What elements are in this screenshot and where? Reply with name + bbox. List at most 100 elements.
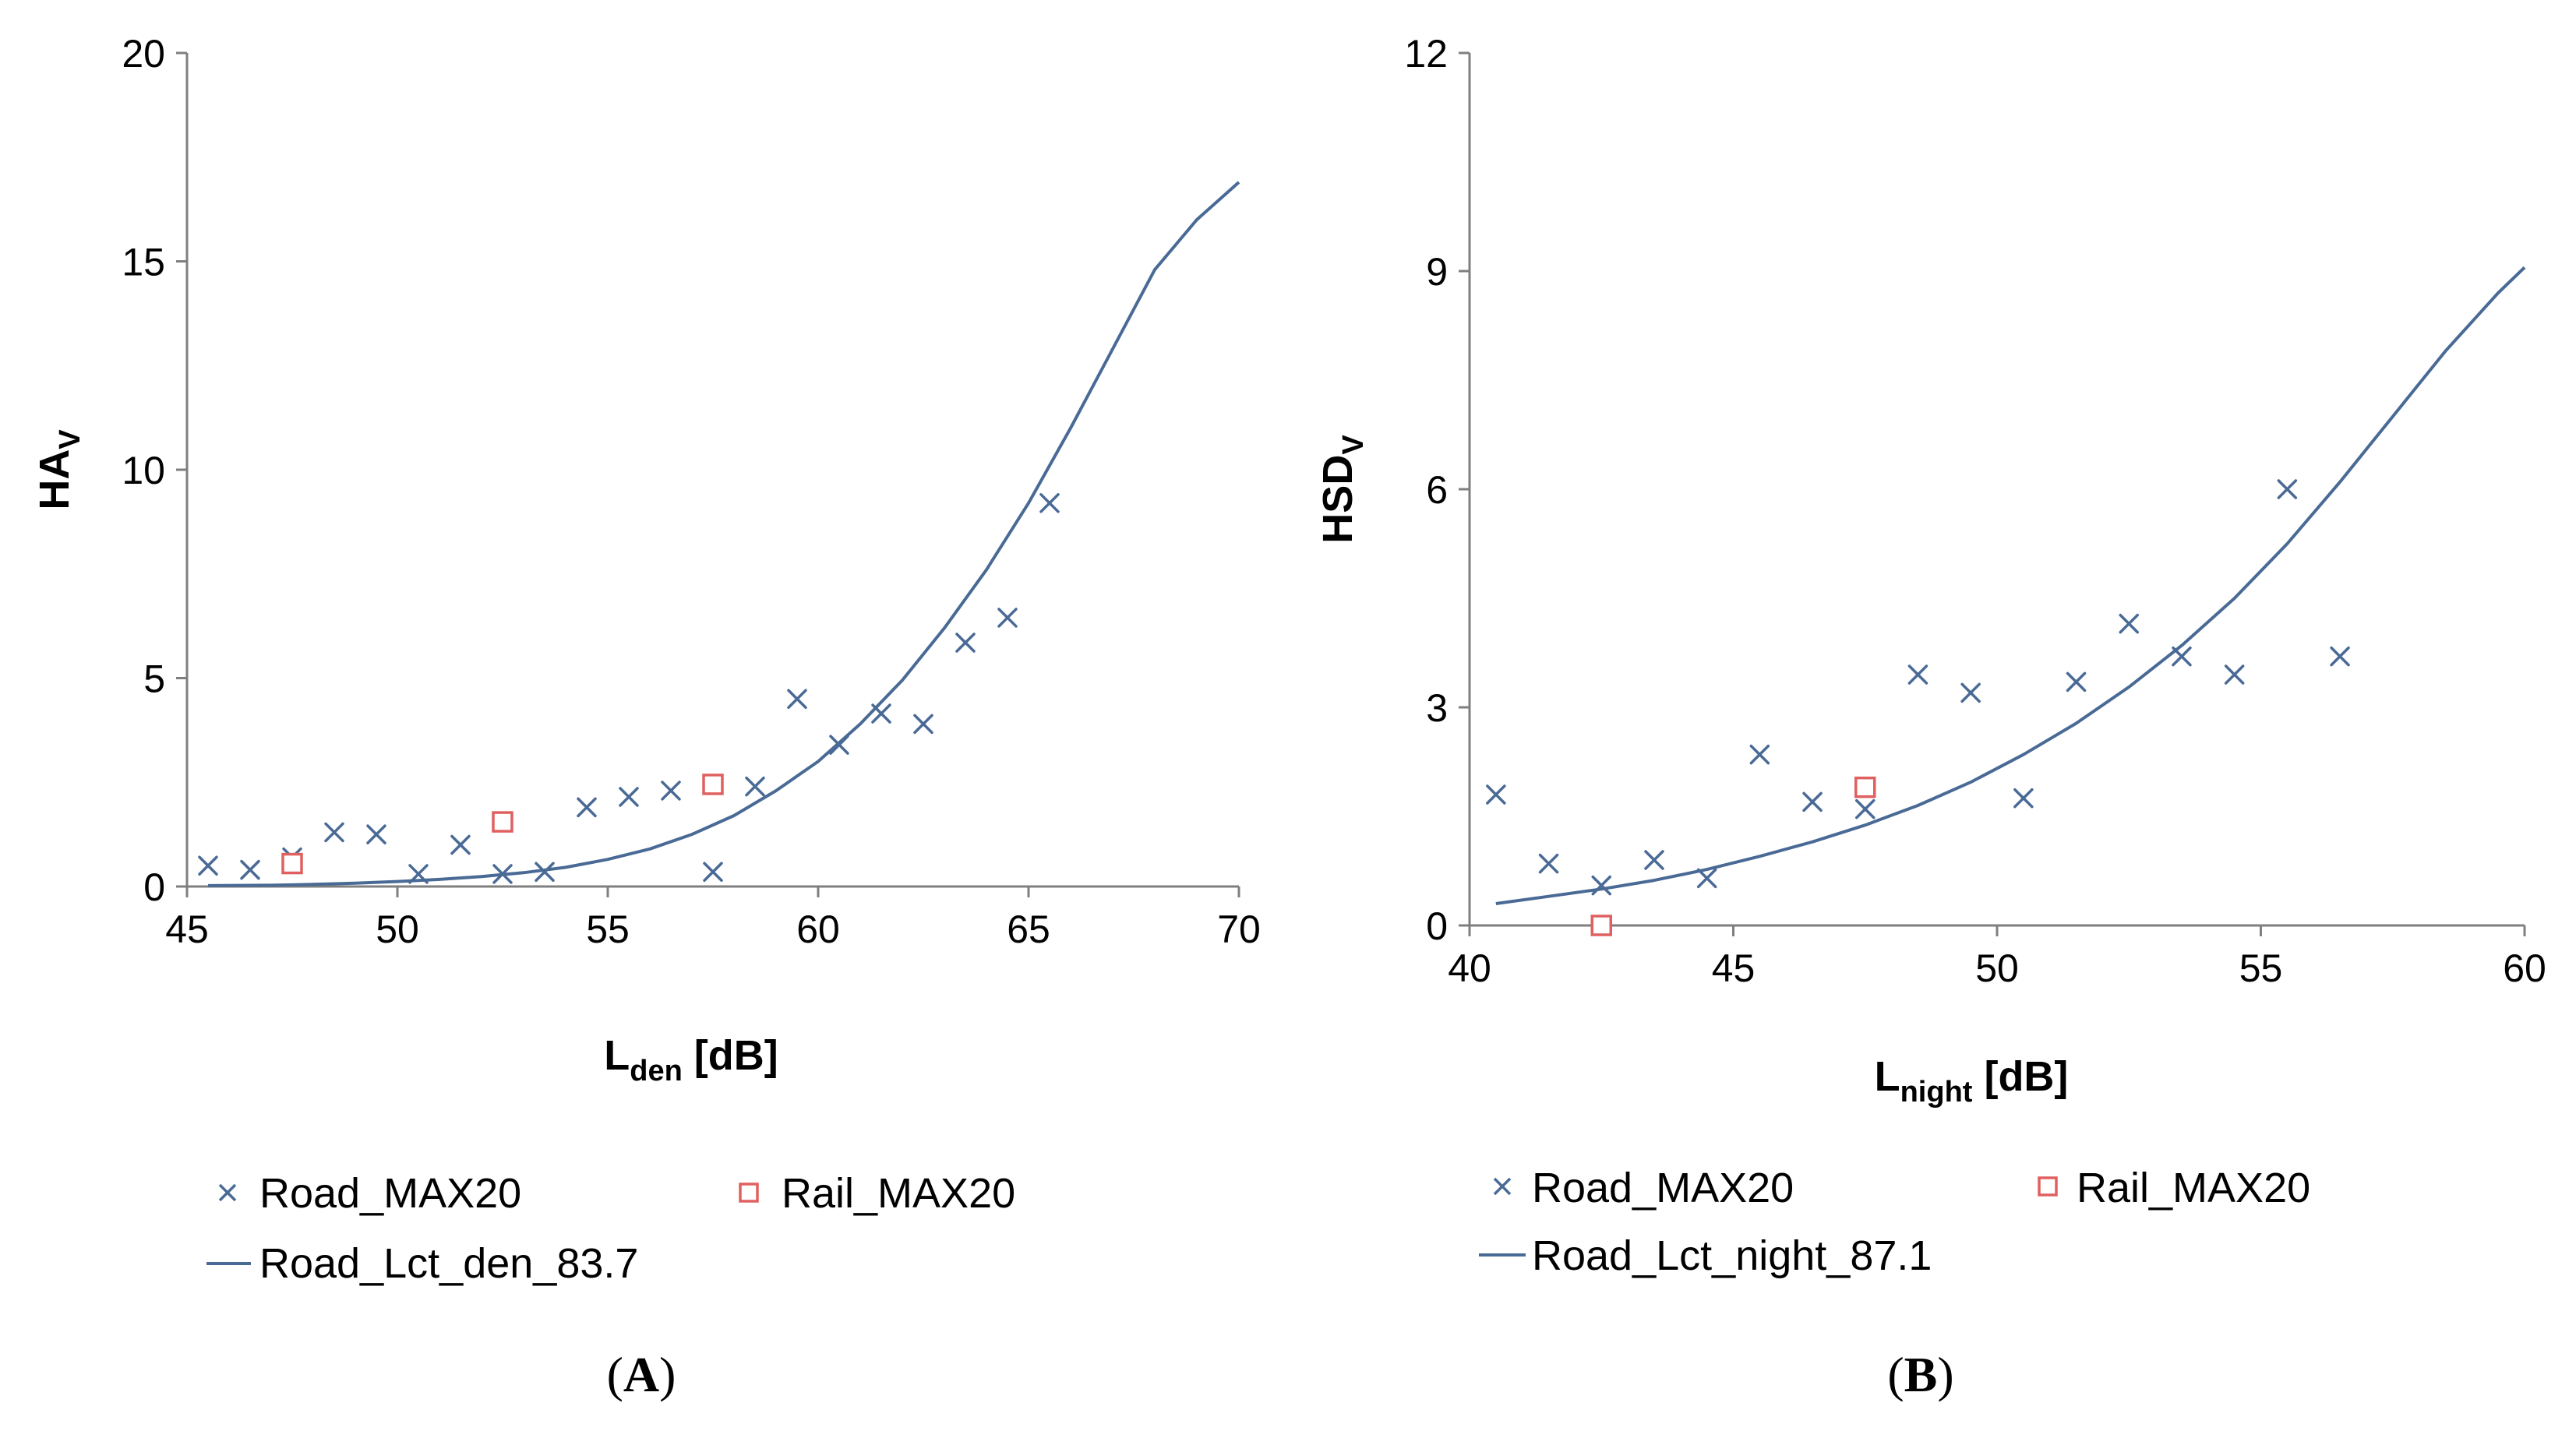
x-stroke [703, 862, 723, 883]
panel-a-road-point [787, 689, 807, 709]
x-stroke [408, 864, 429, 884]
panel-b-rail-point [1590, 915, 1612, 936]
x-stroke [2224, 664, 2245, 685]
panel-a-rail-point [281, 852, 303, 875]
panel-a-x-tick-label: 65 [1007, 908, 1050, 951]
x-stroke [619, 787, 639, 807]
panel-a-road-point [198, 855, 218, 876]
panel-b-legend-road-marker [1493, 1177, 1512, 1196]
x-stroke [2277, 479, 2298, 499]
panel-b-rail-point [1854, 776, 1876, 798]
panel-b-road-point [2224, 664, 2245, 685]
x-stroke [1538, 853, 1559, 874]
x-stroke [745, 776, 765, 797]
x-stroke [1749, 744, 1770, 765]
x-stroke [997, 608, 1018, 628]
panel-a-rail-point [702, 774, 724, 795]
x-stroke [366, 824, 386, 844]
x-stroke [324, 822, 344, 843]
panel-a-plot: 45 50 55 60 65 70 0 5 10 15 20 [122, 32, 1260, 951]
panel-a-rail-points [281, 774, 724, 875]
panel-b-road-points [1486, 479, 2350, 896]
panel-b-road-point [1960, 682, 1981, 703]
x-stroke [2172, 646, 2192, 667]
panel-a-road-point [535, 862, 555, 883]
panel-b-y-tick-label: 3 [1426, 686, 1448, 730]
panel-a-y-tick-label: 15 [122, 241, 165, 284]
panel-b-y-tick-label: 0 [1426, 904, 1448, 948]
x-stroke [955, 633, 976, 653]
panel-a-legend-rail-marker [739, 1183, 759, 1203]
panel-a-x-tick-label: 55 [586, 908, 630, 951]
panel-b: 40 45 50 55 60 0 3 6 9 12 Lnight [dB] HSDV Road_… [1314, 32, 2546, 1402]
panel-b-legend-rail-marker [2038, 1176, 2058, 1197]
panel-b-road-point [1855, 798, 1876, 819]
panel-a-curve-layer [207, 181, 1240, 887]
panel-b-y-tick-label: 12 [1404, 32, 1448, 76]
panel-b-road-point [1644, 850, 1664, 870]
panel-a-y-ticks: 0 5 10 15 20 [122, 32, 187, 909]
x-stroke [1907, 664, 1928, 685]
x-stroke [2119, 613, 2139, 634]
panel-b-road-point [1749, 744, 1770, 765]
panel-a-road-point [619, 787, 639, 807]
x-stroke [198, 855, 218, 876]
panel-a-y-tick-label: 10 [122, 449, 165, 492]
x-stroke [2330, 646, 2350, 667]
panel-a-y-tick-label: 20 [122, 32, 165, 76]
x-stroke [577, 797, 597, 818]
panel-b-road-point [2066, 671, 2087, 693]
panel-a-x-tick-label: 70 [1217, 908, 1261, 951]
panel-a-fit-curve [207, 181, 1240, 887]
panel-a-road-points [198, 493, 1060, 884]
x-stroke [1644, 850, 1664, 870]
x-stroke [913, 714, 933, 735]
panel-a-road-point [408, 864, 429, 884]
panel-b-road-point [1591, 875, 1611, 896]
panel-b-legend-rail-label: Rail_MAX20 [2077, 1165, 2310, 1211]
panel-b-road-point [2172, 646, 2192, 667]
panel-a-road-point [745, 776, 765, 797]
panel-b-legend-road-label: Road_MAX20 [1532, 1165, 1794, 1211]
x-stroke [450, 834, 471, 855]
panel-a-y-tick-label: 5 [143, 657, 165, 701]
x-stroke [1960, 682, 1981, 703]
panel-b-x-ticks: 40 45 50 55 60 [1448, 925, 2546, 990]
panel-a-legend-rail-label: Rail_MAX20 [782, 1170, 1015, 1217]
panel-b-label: (B) [1887, 1347, 1953, 1402]
panel-b-curve-layer [1495, 266, 2526, 905]
panel-b-road-point [1486, 784, 1506, 805]
panel-a-road-point [871, 703, 891, 724]
panel-a-label: (A) [607, 1347, 676, 1402]
x-stroke [492, 864, 513, 884]
panel-b-road-point [1696, 868, 1717, 889]
panel-a-legend-road-label: Road_MAX20 [259, 1170, 521, 1217]
x-stroke [2013, 788, 2034, 809]
panel-a-x-tick-label: 60 [796, 908, 840, 951]
panel-a-legend-road-marker [218, 1183, 237, 1202]
x-stroke [787, 689, 807, 709]
panel-b-plot: 40 45 50 55 60 0 3 6 9 12 [1404, 32, 2546, 990]
panel-b-road-point [1802, 791, 1823, 812]
panel-a-road-point [1039, 493, 1060, 513]
panel-b-x-tick-label: 40 [1448, 946, 1491, 990]
panel-a-road-point [703, 862, 723, 883]
x-stroke [1802, 791, 1823, 812]
panel-a-road-point [955, 633, 976, 653]
panel-b-road-point [2277, 479, 2298, 499]
panel-b-legend-curve-label: Road_Lct_night_87.1 [1532, 1232, 1932, 1279]
panel-b-x-axis-title: Lnight [dB] [1875, 1053, 2069, 1108]
panel-b-x-tick-label: 55 [2239, 946, 2283, 990]
x-stroke [661, 781, 681, 801]
panel-b-rail-points [1590, 776, 1876, 936]
panel-a-road-point [577, 797, 597, 818]
x-stroke [1039, 493, 1060, 513]
panel-b-x-tick-label: 50 [1975, 946, 2019, 990]
panel-a-rail-point [492, 811, 513, 833]
panel-b-road-point [1907, 664, 1928, 685]
panel-b-x-tick-label: 45 [1712, 946, 1756, 990]
x-stroke [871, 703, 891, 724]
x-stroke [1591, 875, 1611, 896]
panel-a-road-point [829, 735, 849, 755]
panel-b-road-point [2119, 613, 2139, 634]
